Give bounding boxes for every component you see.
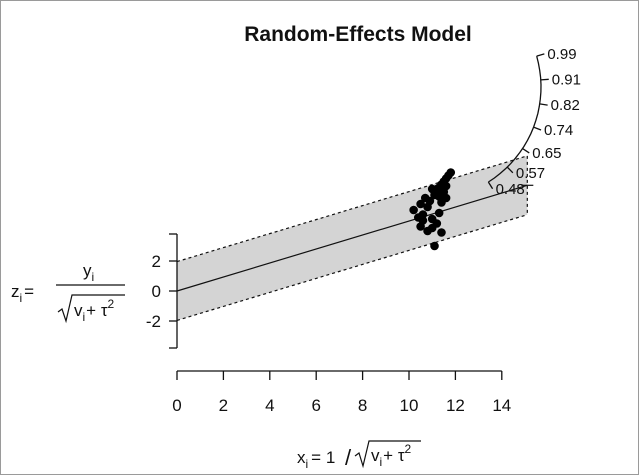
data-point: [441, 193, 451, 203]
x-label-lhs: x: [297, 448, 306, 467]
data-point: [423, 202, 432, 212]
x-label-eq: = 1: [311, 448, 335, 467]
right-scale-tick: [522, 148, 530, 154]
x-axis-tick-label: 10: [400, 396, 419, 415]
right-scale-tick: [533, 126, 542, 131]
y-label-numerator: y: [83, 261, 92, 280]
x-label-radicand-rest: + τ: [383, 446, 405, 465]
y-axis-tick-label: 2: [152, 252, 161, 271]
data-point: [437, 228, 446, 237]
data-point: [409, 205, 418, 215]
x-axis-tick-label: 4: [265, 396, 274, 415]
right-scale-label: 0.82: [551, 97, 580, 114]
chart-title: Random-Effects Model: [244, 23, 472, 46]
right-scale-label: 0.91: [552, 71, 581, 88]
y-label-lhs-sub: i: [20, 291, 23, 305]
y-label-radical-sign: [57, 294, 125, 324]
data-point: [430, 241, 439, 251]
regression-line: [176, 184, 528, 292]
data-point: [416, 199, 425, 209]
svg-text:zi=: zi =: [11, 282, 34, 305]
data-points-layer: [409, 168, 456, 251]
y-label-lhs: z: [11, 282, 20, 301]
right-scale-tick: [540, 78, 549, 81]
x-axis-tick-label: 8: [358, 396, 367, 415]
y-label-radicand-sub: i: [83, 310, 86, 324]
x-label-radicand-sub: i: [380, 455, 383, 469]
right-scale-tick: [539, 103, 548, 106]
x-axis-tick-label: 2: [219, 396, 228, 415]
x-axis-tick-label: 12: [446, 396, 465, 415]
right-scale-label: 0.99: [547, 46, 576, 63]
svg-text:yi: yi: [83, 261, 94, 284]
x-label-radical-sign: [354, 440, 421, 469]
y-label-superscript: 2: [108, 297, 115, 311]
right-scale-label: 0.57: [516, 165, 545, 182]
svg-text:xi= 1: xi = 1: [297, 448, 335, 471]
lower-bound-line: [176, 214, 528, 321]
right-scale-tick: [506, 166, 514, 174]
x-label-superscript: 2: [405, 442, 412, 456]
y-axis-tick-label: -2: [146, 312, 161, 331]
x-axis-tick-label: 0: [172, 396, 181, 415]
right-scale-tick: [487, 181, 494, 190]
y-axis-tick-label: 0: [152, 282, 161, 301]
data-point: [416, 222, 425, 231]
right-scale-tick: [536, 53, 545, 57]
data-point: [423, 226, 432, 236]
svg-text:vi+ τ2: vi+ τ2: [371, 442, 412, 469]
right-scale-label: 0.74: [544, 122, 573, 139]
axes-layer: 0 2 4 6 8 10 12 14 2 0 -2: [146, 233, 511, 415]
y-label-equals: =: [24, 282, 34, 301]
upper-bound-line: [176, 155, 528, 263]
y-label-numerator-sub: i: [92, 270, 95, 284]
y-label-radicand-v: v: [74, 301, 83, 320]
x-axis-label: xi = 1 / vi+ τ2: [297, 440, 421, 471]
right-scale-label: 0.65: [532, 145, 561, 162]
confidence-band-layer: [176, 155, 528, 321]
right-scale-layer: 0.99 0.91 0.82 0.74 0.65 0.570.48: [487, 46, 581, 198]
data-point: [434, 208, 444, 218]
x-axis-tick-label: 14: [492, 396, 511, 415]
x-axis-tick-label: 6: [311, 396, 320, 415]
x-label-slash: /: [345, 445, 352, 470]
svg-text:vi+ τ2: vi+ τ2: [74, 297, 115, 324]
right-scale-label: 0.48: [496, 181, 525, 198]
x-label-radicand-v: v: [371, 446, 380, 465]
x-label-lhs-sub: i: [306, 457, 309, 471]
y-axis-label: zi = yi vi+ τ2: [11, 261, 125, 324]
y-label-radicand-rest: + τ: [86, 301, 108, 320]
